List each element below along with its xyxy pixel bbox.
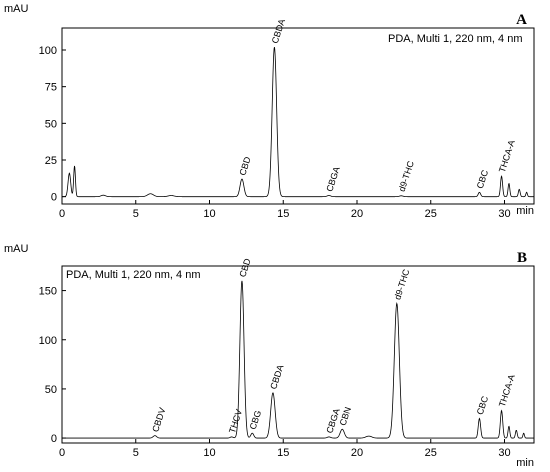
y-tick-label: 0 [51,192,57,204]
y-tick-label: 100 [39,45,57,57]
x-tick-label: 10 [203,447,215,459]
x-tick-label: 0 [59,447,65,459]
x-unit-label-a: min [516,205,534,217]
axis-ticks-b: 0 5 10 15 20 25 30 0 50 100 150 [39,286,511,459]
peak-label: CBD [237,257,253,279]
peak-label: CBC [475,394,491,416]
x-tick-label: 25 [425,208,437,220]
y-tick-label: 25 [45,155,57,167]
peak-label: CBN [338,406,353,427]
panel-letter-b: B [517,250,527,266]
y-tick-label: 75 [45,82,57,94]
y-unit-label-a: mAU [4,3,29,15]
chromatogram-panel-a: mAU min PDA, Multi 1, 220 nm, 4 nm A 0 5 1… [4,3,535,220]
x-tick-label: 30 [498,447,510,459]
y-tick-label: 0 [51,433,57,445]
peak-label: CBG [248,409,264,431]
panel-letter-a: A [516,12,527,28]
y-tick-label: 150 [39,286,57,298]
y-unit-label-b: mAU [4,243,29,255]
x-unit-label-b: min [516,457,534,469]
peak-label: CBD [237,155,253,177]
plot-frame-b [61,265,535,444]
x-tick-label: 0 [59,208,65,220]
plot-frame-a [61,27,535,205]
y-tick-label: 50 [45,384,57,396]
chromatogram-trace-a [62,46,534,198]
y-tick-label: 100 [39,335,57,347]
x-tick-label: 5 [133,208,139,220]
chromatogram-panel-b: mAU min PDA, Multi 1, 220 nm, 4 nm B 0 5 1… [4,243,535,469]
peak-label: d9-THC [392,267,411,301]
y-tick-label: 50 [45,118,57,130]
peak-label: CBDA [268,364,285,391]
axis-ticks-a: 0 5 10 15 20 25 30 0 25 50 75 100 [39,45,511,220]
peak-label: THCA-A [497,373,517,408]
x-tick-label: 20 [351,447,363,459]
peak-label: THCA-A [497,139,517,174]
x-tick-label: 30 [498,208,510,220]
x-tick-label: 15 [277,447,289,459]
peak-label: CBDV [150,406,167,433]
x-tick-label: 5 [133,447,139,459]
chromatogram-trace-b [62,280,534,439]
x-tick-label: 15 [277,208,289,220]
peak-label: THCV [227,408,244,434]
method-label-a: PDA, Multi 1, 220 nm, 4 nm [388,33,523,45]
method-label-b: PDA, Multi 1, 220 nm, 4 nm [66,269,201,281]
peak-label: CBC [475,168,491,190]
x-tick-label: 10 [203,208,215,220]
x-tick-label: 20 [351,208,363,220]
peak-label: CBDA [270,18,287,45]
peak-label: CBGA [324,165,341,192]
peak-label: d9-THC [397,159,416,193]
x-tick-label: 25 [425,447,437,459]
